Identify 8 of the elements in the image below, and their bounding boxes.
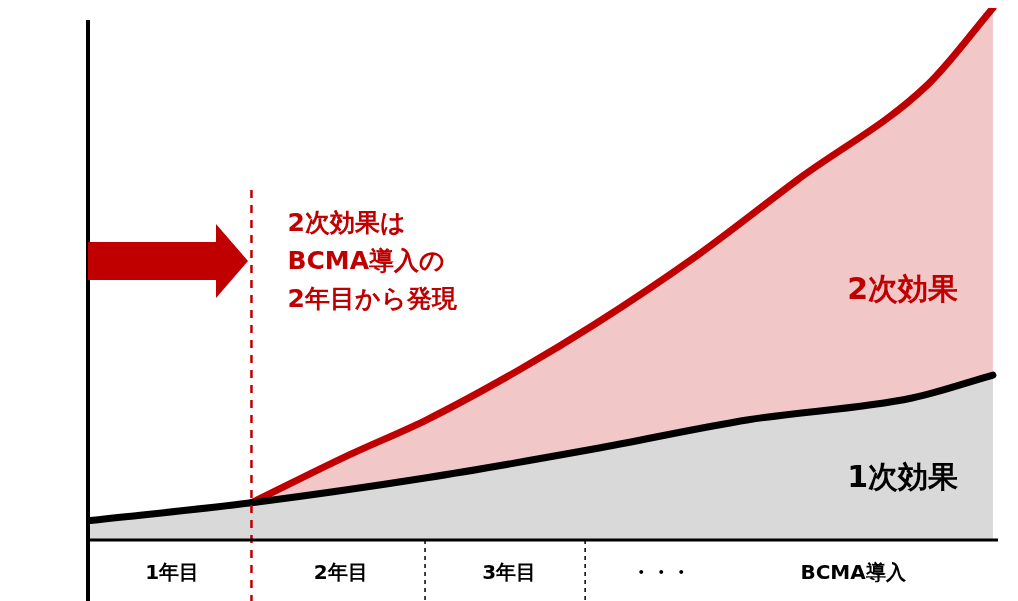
series-label: 1次効果: [847, 458, 958, 494]
x-tick-label: 3年目: [482, 560, 537, 585]
series-label: 2次効果: [847, 271, 958, 307]
annotation: 2次効果は BCMA導入の 2年目から発現: [287, 207, 458, 313]
x-tick-label: 1年目: [145, 560, 200, 585]
x-tick-label: BCMA導入: [800, 560, 907, 585]
x-tick-label: ・・・: [630, 560, 691, 585]
x-tick-label: 2年目: [313, 560, 368, 585]
